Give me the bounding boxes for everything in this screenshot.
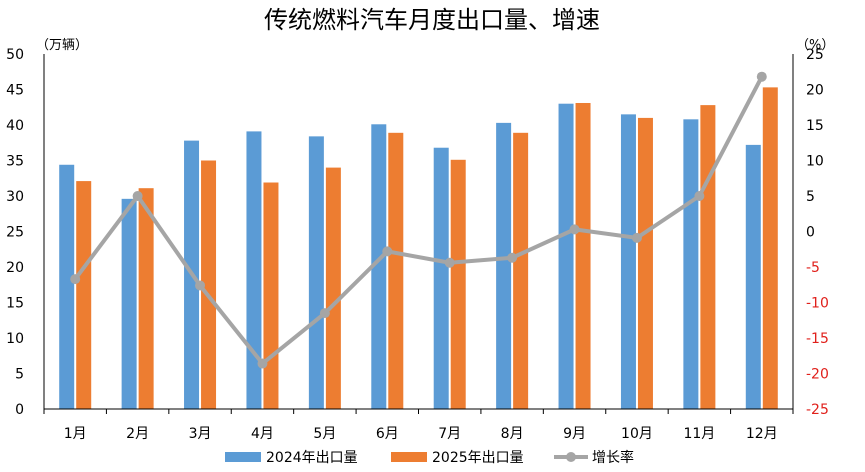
growth-point [132, 191, 143, 201]
right-tick-label: 15 [806, 118, 824, 134]
right-tick-label: 20 [806, 83, 824, 99]
right-tick-label: 5 [806, 189, 815, 205]
category-label: 1月 [64, 426, 87, 442]
growth-point [507, 252, 518, 263]
legend-label-2025: 2025年出口量 [432, 450, 524, 466]
legend: 2024年出口量 2025年出口量 增长率 [225, 449, 634, 466]
bar-2024 [308, 136, 324, 410]
growth-point [569, 224, 580, 235]
bar-2025 [201, 160, 217, 409]
category-label: 7月 [438, 426, 461, 442]
right-axis-unit: （%） [796, 38, 834, 53]
bar-2024 [121, 198, 137, 409]
category-label: 10月 [621, 426, 653, 442]
bar-2025 [263, 182, 279, 409]
bar-2024 [558, 103, 574, 409]
bar-2024 [745, 144, 761, 409]
bar-2025 [700, 105, 716, 410]
left-tick-label: 25 [6, 225, 24, 241]
bar-2024 [59, 164, 75, 409]
bar-2025 [325, 167, 341, 409]
right-tick-label: -10 [806, 296, 829, 312]
category-label: 8月 [501, 426, 524, 442]
left-tick-label: 10 [6, 331, 24, 347]
bar-2025 [388, 132, 404, 409]
legend-label-growth: 增长率 [592, 449, 634, 466]
right-tick-label: -20 [806, 367, 829, 383]
bar-2024 [620, 114, 636, 409]
bar-2025 [575, 102, 591, 410]
category-label: 3月 [189, 426, 212, 442]
category-label: 2月 [126, 426, 149, 442]
bar-2024 [246, 131, 262, 409]
bar-2025 [762, 87, 778, 410]
left-tick-label: 45 [6, 83, 24, 99]
growth-point [756, 71, 767, 82]
growth-line [73, 75, 764, 366]
right-tick-label: 25 [806, 47, 824, 63]
left-axis-unit: （万辆） [36, 38, 88, 53]
right-tick-label: 0 [806, 225, 815, 241]
left-tick-label: 50 [6, 47, 24, 63]
bar-2025 [637, 117, 653, 410]
bar-2024 [371, 124, 387, 409]
right-axis: 25 20 15 10 5 0 -5 -10 -15 -20 -25 [806, 47, 829, 418]
left-tick-label: 15 [6, 296, 24, 312]
bar-2024 [496, 122, 512, 410]
growth-point [694, 191, 705, 201]
legend-label-2024: 2024年出口量 [266, 450, 358, 466]
bar-2025 [76, 181, 92, 409]
growth-point [70, 274, 81, 285]
category-label: 4月 [251, 426, 274, 442]
left-tick-label: 35 [6, 154, 24, 170]
category-axis: 1月 2月 3月 4月 5月 6月 7月 8月 9月 10月 11月 12月 [64, 426, 778, 442]
bar-2025 [138, 188, 154, 409]
right-tick-label: 10 [806, 154, 824, 170]
left-tick-label: 5 [15, 367, 24, 383]
right-tick-label: -15 [806, 331, 829, 347]
right-tick-label: -5 [806, 260, 820, 276]
bars-layer [59, 87, 778, 410]
growth-point [444, 257, 455, 268]
bar-2024 [433, 147, 449, 409]
category-label: 12月 [746, 426, 778, 442]
legend-swatch-2025 [391, 452, 427, 462]
bar-2024 [683, 119, 699, 409]
growth-point [382, 246, 393, 257]
right-tick-label: -25 [806, 402, 829, 418]
bar-2025 [513, 132, 529, 409]
left-tick-label: 20 [6, 260, 24, 276]
growth-point [257, 358, 268, 369]
axes-lines [43, 54, 794, 414]
legend-swatch-growth-marker [566, 452, 576, 462]
left-axis: 0 5 10 15 20 25 30 35 40 45 50 [6, 47, 24, 418]
growth-point [195, 280, 206, 291]
chart-title: 传统燃料汽车月度出口量、增速 [264, 6, 600, 34]
left-tick-label: 40 [6, 118, 24, 134]
category-label: 11月 [683, 426, 715, 442]
category-label: 5月 [313, 426, 336, 442]
growth-point [319, 308, 330, 319]
bar-2025 [450, 159, 466, 409]
growth-line-layer [70, 71, 767, 369]
category-label: 6月 [376, 426, 399, 442]
category-label: 9月 [563, 426, 586, 442]
legend-swatch-2024 [225, 452, 261, 462]
left-tick-label: 30 [6, 189, 24, 205]
left-tick-label: 0 [15, 402, 24, 418]
growth-point [631, 232, 642, 243]
